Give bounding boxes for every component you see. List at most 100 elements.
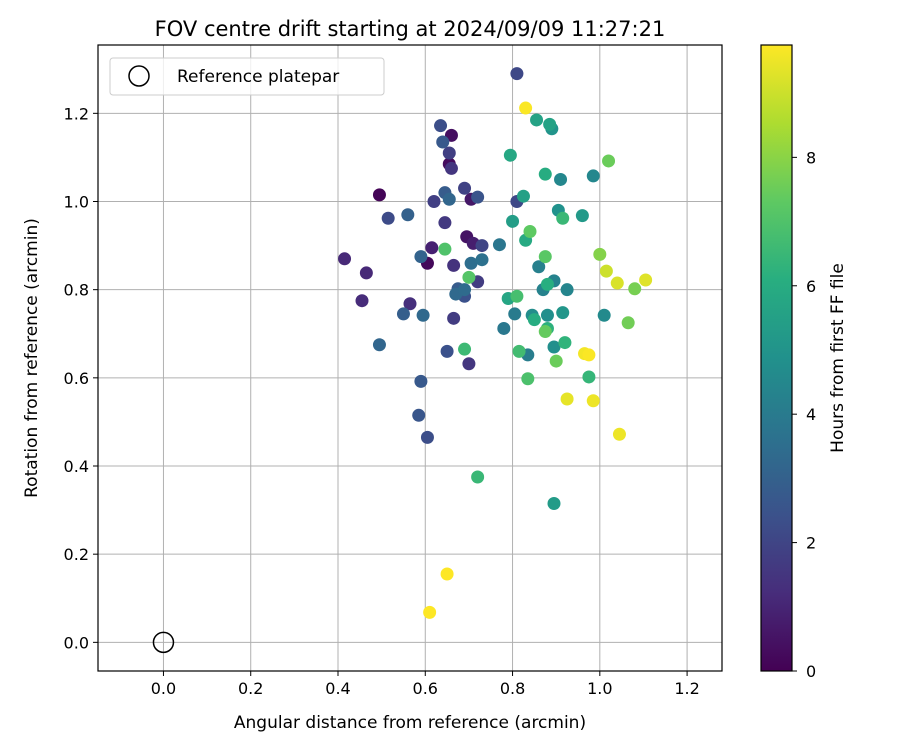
data-point xyxy=(423,605,437,619)
data-point xyxy=(527,313,541,327)
data-point xyxy=(401,208,415,222)
data-point xyxy=(475,239,489,253)
data-point xyxy=(521,372,535,386)
chart-title: FOV centre drift starting at 2024/09/09 … xyxy=(155,17,666,41)
x-axis-label: Angular distance from reference (arcmin) xyxy=(234,713,586,733)
data-point xyxy=(538,167,552,181)
data-point xyxy=(471,190,485,204)
data-point xyxy=(372,188,386,202)
data-point xyxy=(639,273,653,287)
data-point xyxy=(612,427,626,441)
data-point xyxy=(538,325,552,339)
data-point xyxy=(447,311,461,325)
data-point xyxy=(510,67,524,81)
data-point xyxy=(442,192,456,206)
data-point xyxy=(420,430,434,444)
data-point xyxy=(442,146,456,160)
data-point xyxy=(436,135,450,149)
data-point xyxy=(338,252,352,266)
y-tick-label: 0.0 xyxy=(64,633,89,652)
y-tick-label: 1.0 xyxy=(64,193,89,212)
y-tick-label: 1.2 xyxy=(64,104,89,123)
data-point xyxy=(492,238,506,252)
data-point xyxy=(593,247,607,261)
data-point xyxy=(519,101,533,115)
data-point xyxy=(560,392,574,406)
y-tick-label: 0.8 xyxy=(64,281,89,300)
data-point xyxy=(381,211,395,225)
data-point xyxy=(414,250,428,264)
legend-box xyxy=(109,57,385,96)
data-point xyxy=(610,276,624,290)
data-point xyxy=(438,216,452,230)
legend-marker xyxy=(128,65,150,87)
data-point xyxy=(586,394,600,408)
data-point xyxy=(510,289,524,303)
colorbar-ticks: 0 2 4 6 8 xyxy=(792,148,816,681)
data-point xyxy=(586,169,600,183)
plot-area xyxy=(97,44,723,672)
x-tick-label: 1.2 xyxy=(674,679,699,698)
data-point xyxy=(523,224,537,238)
y-tick-label: 0.2 xyxy=(64,545,89,564)
data-point xyxy=(503,148,517,162)
data-point xyxy=(575,209,589,223)
legend: Reference platepar xyxy=(109,57,385,96)
data-point xyxy=(458,181,472,195)
x-tick-label: 1.0 xyxy=(587,679,612,698)
y-tick-label: 0.6 xyxy=(64,369,89,388)
data-point xyxy=(414,374,428,388)
reference-platepar-marker xyxy=(152,631,175,654)
y-axis-label: Rotation from reference (arcmin) xyxy=(22,218,42,498)
data-point xyxy=(538,250,552,264)
data-point xyxy=(549,354,563,368)
legend-label: Reference platepar xyxy=(177,67,339,87)
data-point xyxy=(497,321,511,335)
y-axis: 0.0 0.2 0.4 0.6 0.8 1.0 1.2 xyxy=(64,104,98,652)
x-axis: 0.0 0.2 0.4 0.6 0.8 1.0 1.2 xyxy=(151,671,700,698)
data-point xyxy=(597,308,611,322)
data-point xyxy=(558,336,572,350)
data-point xyxy=(427,195,441,208)
colorbar: 0 2 4 6 8 Hours from first FF file xyxy=(760,44,848,681)
data-point xyxy=(462,270,476,284)
data-point xyxy=(458,342,472,356)
data-point xyxy=(403,297,417,311)
x-tick-label: 0.4 xyxy=(325,679,350,698)
colorbar-label: Hours from first FF file xyxy=(828,263,848,453)
data-point xyxy=(471,470,485,484)
data-point xyxy=(532,260,546,274)
colorbar-tick-label: 8 xyxy=(806,148,816,167)
data-point xyxy=(582,370,596,384)
data-point xyxy=(355,294,369,308)
x-tick-label: 0.6 xyxy=(413,679,438,698)
data-point xyxy=(540,277,554,291)
x-tick-label: 0.0 xyxy=(151,679,176,698)
y-tick-label: 0.4 xyxy=(64,457,89,476)
data-point xyxy=(434,119,448,133)
data-point xyxy=(444,161,458,175)
data-point xyxy=(396,307,410,321)
data-point xyxy=(560,283,574,297)
data-point xyxy=(506,214,520,228)
data-point xyxy=(602,154,616,168)
data-point xyxy=(508,307,522,321)
data-point xyxy=(416,308,430,322)
grid-lines xyxy=(98,45,722,671)
data-point xyxy=(462,357,476,371)
data-point xyxy=(516,189,530,203)
data-point xyxy=(556,211,570,225)
data-point xyxy=(547,340,561,354)
data-point xyxy=(621,316,635,330)
data-point xyxy=(359,266,373,280)
colorbar-tick-label: 0 xyxy=(806,662,816,681)
data-point xyxy=(512,344,526,358)
x-tick-label: 0.2 xyxy=(238,679,263,698)
data-point xyxy=(475,253,489,267)
data-point xyxy=(540,308,554,322)
data-point xyxy=(464,256,478,270)
data-point xyxy=(530,113,544,127)
colorbar-gradient xyxy=(760,44,793,672)
data-point xyxy=(440,567,454,581)
